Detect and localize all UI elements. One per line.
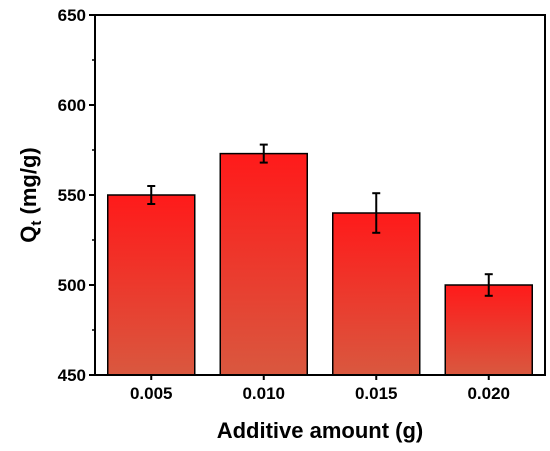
error-bar-0.015 <box>372 192 381 234</box>
y-tick-label: 650 <box>58 6 86 25</box>
y-tick-label: 450 <box>58 366 86 385</box>
y-axis-title: Qt (mg/g) <box>16 147 45 242</box>
x-tick-label: 0.005 <box>130 384 173 403</box>
error-bar-0.005 <box>147 185 156 205</box>
y-tick-label: 500 <box>58 276 86 295</box>
x-tick-label: 0.020 <box>467 384 510 403</box>
bar-0.015 <box>332 212 421 376</box>
x-tick-label: 0.010 <box>242 384 285 403</box>
y-tick-label: 600 <box>58 96 86 115</box>
x-tick-label: 0.015 <box>355 384 398 403</box>
bar-0.020 <box>444 284 533 376</box>
error-bar-0.020 <box>484 273 493 297</box>
bar-0.010 <box>219 152 308 376</box>
error-bar-0.010 <box>259 143 268 164</box>
x-axis-title: Additive amount (g) <box>217 418 424 443</box>
y-tick-label: 550 <box>58 186 86 205</box>
bar-0.005 <box>107 194 196 376</box>
